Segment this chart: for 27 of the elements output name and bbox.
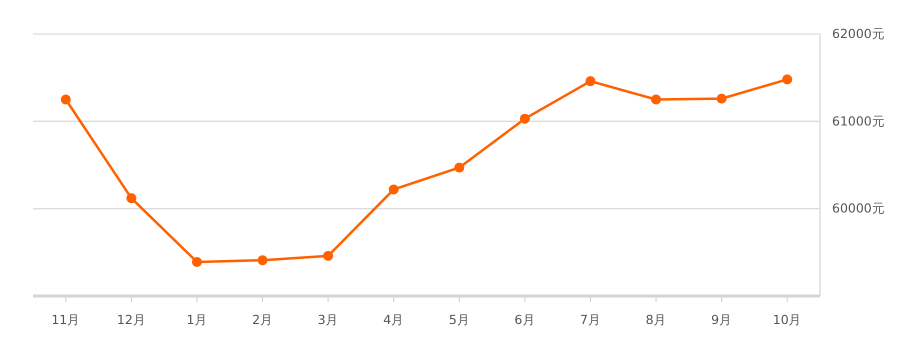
x-tick-label: 2月: [252, 312, 274, 327]
x-tick-label: 11月: [51, 312, 80, 327]
point: [716, 94, 727, 104]
x-tick-label: 4月: [383, 312, 404, 327]
point: [60, 94, 71, 104]
y-tick-label: 61000元: [832, 113, 885, 128]
point: [192, 256, 202, 267]
x-tick-label: 7月: [580, 312, 601, 327]
y-tick-label: 62000元: [832, 26, 885, 41]
y-tick-label: 60000元: [832, 200, 885, 216]
x-tick-label: 1月: [186, 312, 208, 327]
x-tick-label: 3月: [318, 312, 339, 327]
x-tick-label: 5月: [448, 312, 470, 327]
x-tick-label: 12月: [116, 312, 146, 327]
x-tick-label: 8月: [646, 312, 667, 327]
x-tick-label: 9月: [711, 312, 732, 327]
point: [782, 74, 792, 84]
x-tick-label: 6月: [514, 312, 536, 327]
point: [258, 255, 268, 266]
point: [585, 76, 596, 86]
x-tick-label: 10月: [772, 312, 802, 327]
point: [454, 162, 464, 173]
point: [651, 94, 662, 104]
point: [323, 250, 334, 261]
point: [126, 193, 136, 204]
point: [388, 184, 399, 194]
point: [520, 114, 530, 124]
